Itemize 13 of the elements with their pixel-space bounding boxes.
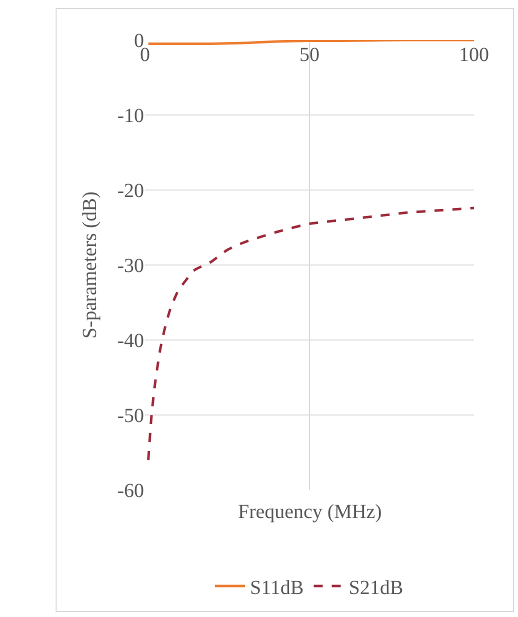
y-axis-title: S-parameters (dB) [78, 191, 101, 339]
y-tick-label: -20 [117, 180, 144, 202]
legend-label: S11dB [250, 576, 304, 599]
x-tick-label: 100 [459, 44, 489, 66]
y-tick-label: -60 [117, 480, 144, 502]
x-tick-label: 50 [300, 44, 320, 66]
x-axis-title: Frequency (MHz) [238, 501, 382, 523]
y-tick-label: -40 [117, 330, 144, 352]
y-tick-label: -50 [117, 405, 144, 427]
y-tick-label: -10 [117, 105, 144, 127]
line-series [147, 206, 474, 462]
y-tick-label: -30 [117, 255, 144, 277]
legend-label: S21dB [348, 576, 404, 599]
